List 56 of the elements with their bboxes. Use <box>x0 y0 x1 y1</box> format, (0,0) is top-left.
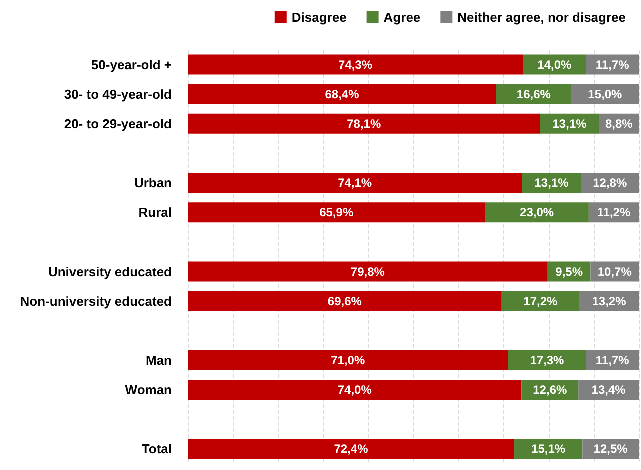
y-tick-label: Rural <box>138 205 172 220</box>
data-label: 13,4% <box>592 383 626 398</box>
data-label: 71,0% <box>331 354 366 368</box>
data-label: 69,6% <box>328 294 362 308</box>
data-label: 12,8% <box>593 176 628 190</box>
bar <box>188 262 548 282</box>
bar <box>188 380 522 400</box>
bar <box>188 114 540 134</box>
data-label: 17,3% <box>530 354 565 368</box>
data-label: 74,1% <box>338 176 372 190</box>
data-label: 8,8% <box>605 116 634 131</box>
bar <box>188 291 502 312</box>
y-tick-label: Non-university educated <box>20 294 172 309</box>
data-label: 72,4% <box>334 442 369 456</box>
bar <box>508 350 586 370</box>
data-label: 78,1% <box>347 116 382 131</box>
data-label: 16,6% <box>516 87 552 102</box>
data-label: 13,1% <box>552 116 588 131</box>
data-label: 17,2% <box>524 294 558 308</box>
y-tick-label: University educated <box>48 264 172 280</box>
bar <box>502 291 580 312</box>
bar <box>188 84 496 104</box>
data-label: 79,8% <box>350 264 386 279</box>
y-tick-label: 30- to 49-year-old <box>64 86 172 102</box>
y-tick-label: 50-year-old + <box>91 57 172 72</box>
bar <box>188 202 486 223</box>
data-label: 74,3% <box>338 58 373 72</box>
data-label: 15,0% <box>588 87 623 102</box>
data-label: 13,2% <box>592 294 627 308</box>
legend-label: Agree <box>384 10 421 25</box>
data-label: 11,7% <box>596 58 630 72</box>
data-label: 11,2% <box>597 206 631 220</box>
bar <box>188 439 515 460</box>
data-label: 9,5% <box>556 264 584 279</box>
bar <box>188 173 522 194</box>
y-tick-label: Man <box>146 353 172 368</box>
data-label: 13,1% <box>534 176 570 190</box>
data-label: 65,9% <box>320 206 354 220</box>
y-tick-label: Woman <box>125 382 172 398</box>
y-tick-label: Urban <box>134 176 172 191</box>
data-label: 14,0% <box>538 58 572 72</box>
legend-label: Neither agree, nor disagree <box>458 10 626 25</box>
data-label: 12,6% <box>533 383 568 398</box>
y-tick-label: 20- to 29-year-old <box>64 116 172 132</box>
data-label: 10,7% <box>598 264 632 279</box>
y-tick-label: Total <box>142 442 172 457</box>
legend-label: Disagree <box>292 10 347 25</box>
data-label: 15,1% <box>532 442 566 456</box>
bar <box>188 54 524 75</box>
data-label: 11,7% <box>596 354 630 368</box>
data-label: 74,0% <box>338 383 372 398</box>
data-label: 68,4% <box>325 87 360 102</box>
bar <box>485 202 589 223</box>
bar <box>188 350 508 370</box>
data-label: 12,5% <box>594 442 628 456</box>
data-label: 23,0% <box>520 206 554 220</box>
